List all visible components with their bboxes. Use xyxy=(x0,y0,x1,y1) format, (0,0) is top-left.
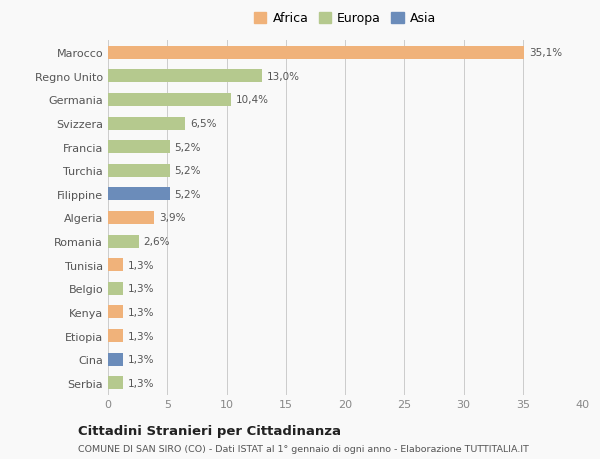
Text: 35,1%: 35,1% xyxy=(529,48,562,58)
Bar xyxy=(108,235,139,248)
Text: 2,6%: 2,6% xyxy=(143,236,170,246)
Text: COMUNE DI SAN SIRO (CO) - Dati ISTAT al 1° gennaio di ogni anno - Elaborazione T: COMUNE DI SAN SIRO (CO) - Dati ISTAT al … xyxy=(78,444,529,453)
Text: 6,5%: 6,5% xyxy=(190,119,216,129)
Text: 1,3%: 1,3% xyxy=(128,331,155,341)
Text: 10,4%: 10,4% xyxy=(236,95,269,105)
Text: 1,3%: 1,3% xyxy=(128,260,155,270)
Bar xyxy=(108,70,262,83)
Bar xyxy=(108,353,124,366)
Bar xyxy=(108,141,170,154)
Text: 5,2%: 5,2% xyxy=(175,142,201,152)
Text: 1,3%: 1,3% xyxy=(128,378,155,388)
Bar xyxy=(108,330,124,342)
Bar xyxy=(108,306,124,319)
Text: 5,2%: 5,2% xyxy=(175,166,201,176)
Bar xyxy=(108,376,124,389)
Text: 1,3%: 1,3% xyxy=(128,307,155,317)
Bar xyxy=(108,188,170,201)
Text: 3,9%: 3,9% xyxy=(159,213,185,223)
Bar xyxy=(108,282,124,295)
Text: 5,2%: 5,2% xyxy=(175,190,201,200)
Text: 13,0%: 13,0% xyxy=(267,72,300,82)
Bar xyxy=(108,118,185,130)
Legend: Africa, Europa, Asia: Africa, Europa, Asia xyxy=(250,9,440,29)
Bar xyxy=(108,164,170,177)
Bar xyxy=(108,212,154,224)
Text: Cittadini Stranieri per Cittadinanza: Cittadini Stranieri per Cittadinanza xyxy=(78,424,341,437)
Bar xyxy=(108,47,524,60)
Text: 1,3%: 1,3% xyxy=(128,284,155,294)
Text: 1,3%: 1,3% xyxy=(128,354,155,364)
Bar xyxy=(108,94,231,106)
Bar xyxy=(108,259,124,272)
